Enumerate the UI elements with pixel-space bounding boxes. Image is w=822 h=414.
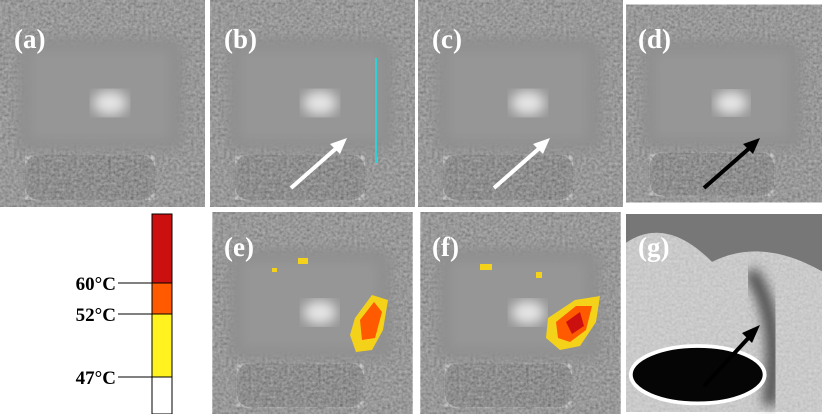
panel-b: (b) [210, 0, 415, 207]
colorbar-label: 60°C [76, 274, 116, 295]
panel-label: (g) [638, 232, 669, 262]
colorbar: 60°C 52°C 47°C [76, 214, 172, 414]
colorbar-label: 52°C [76, 305, 116, 326]
panel-f: (f) [420, 212, 620, 414]
panel-d: (d) [626, 5, 822, 203]
panel-label: (a) [14, 24, 45, 54]
panel-label: (c) [432, 24, 462, 54]
panel-c: (c) [418, 0, 623, 207]
panel-g: (g) [626, 214, 822, 412]
panel-label: (e) [224, 232, 254, 262]
panel-label: (d) [638, 24, 671, 54]
colorbar-label: 47°C [76, 368, 116, 389]
panel-a: (a) [0, 0, 205, 207]
panel-label: (b) [224, 24, 257, 54]
panel-label: (f) [432, 232, 459, 262]
panel-e: (e) [212, 212, 412, 414]
figure: (a) (b) (c) (d) 60°C 52°C 47°C (e) (f) (… [0, 0, 822, 414]
